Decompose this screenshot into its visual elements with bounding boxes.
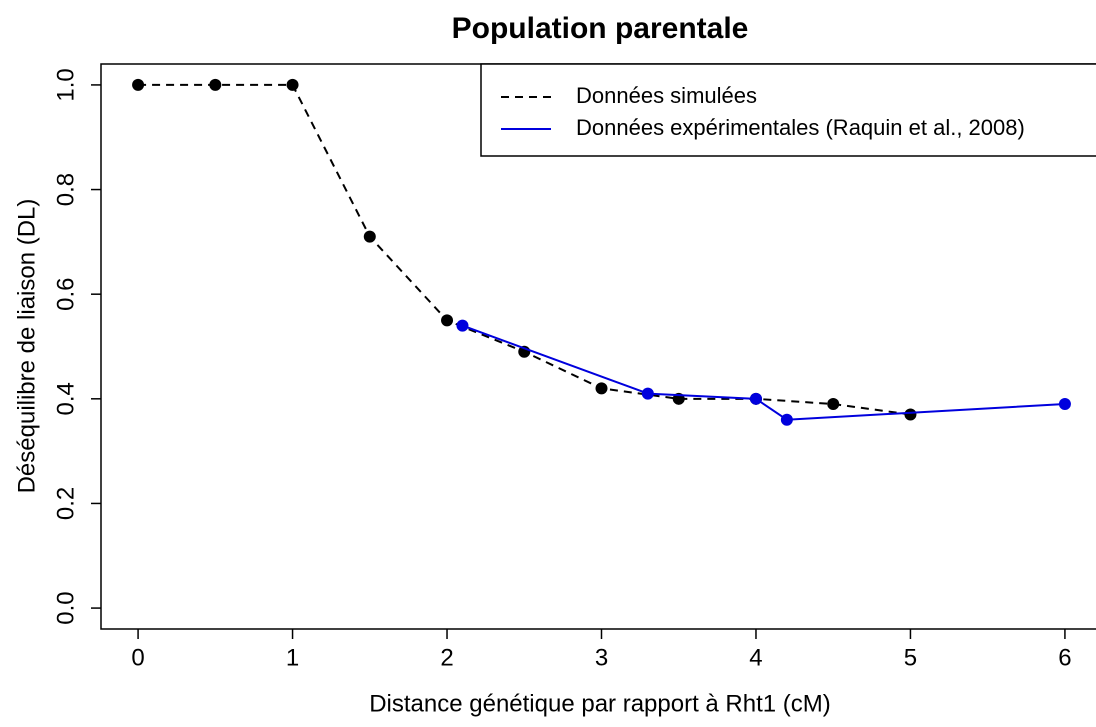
data-point	[456, 319, 469, 332]
y-tick-label: 0.0	[52, 591, 79, 624]
x-tick-label: 4	[749, 644, 762, 671]
legend-box	[480, 63, 1096, 157]
data-point	[1058, 398, 1071, 411]
y-tick-label: 0.8	[52, 173, 79, 206]
x-axis-label: Distance génétique par rapport à Rht1 (c…	[369, 690, 831, 717]
data-point	[780, 413, 793, 426]
legend-label: Données simulées	[576, 83, 757, 108]
data-point	[441, 314, 454, 327]
data-point	[132, 78, 145, 91]
data-point	[641, 387, 654, 400]
data-point	[749, 392, 762, 405]
data-point	[595, 382, 608, 395]
y-axis-label: Déséquilibre de liaison (DL)	[13, 199, 40, 494]
series-line	[462, 324, 1065, 421]
data-point	[827, 398, 840, 411]
x-tick-label: 0	[131, 644, 144, 671]
legend-label: Données expérimentales (Raquin et al., 2…	[576, 115, 1025, 140]
data-point	[286, 78, 299, 91]
data-point	[209, 78, 222, 91]
y-tick-label: 0.6	[52, 277, 79, 310]
chart-title: Population parentale	[452, 12, 749, 45]
x-tick-label: 3	[595, 644, 608, 671]
data-point	[904, 408, 917, 421]
data-point	[363, 230, 376, 243]
y-tick-label: 0.4	[52, 382, 79, 415]
x-tick-label: 5	[904, 644, 917, 671]
x-tick-label: 1	[286, 644, 299, 671]
x-tick-label: 6	[1058, 644, 1071, 671]
y-tick-label: 0.2	[52, 487, 79, 520]
x-tick-label: 2	[440, 644, 453, 671]
y-tick-label: 1.0	[52, 68, 79, 101]
